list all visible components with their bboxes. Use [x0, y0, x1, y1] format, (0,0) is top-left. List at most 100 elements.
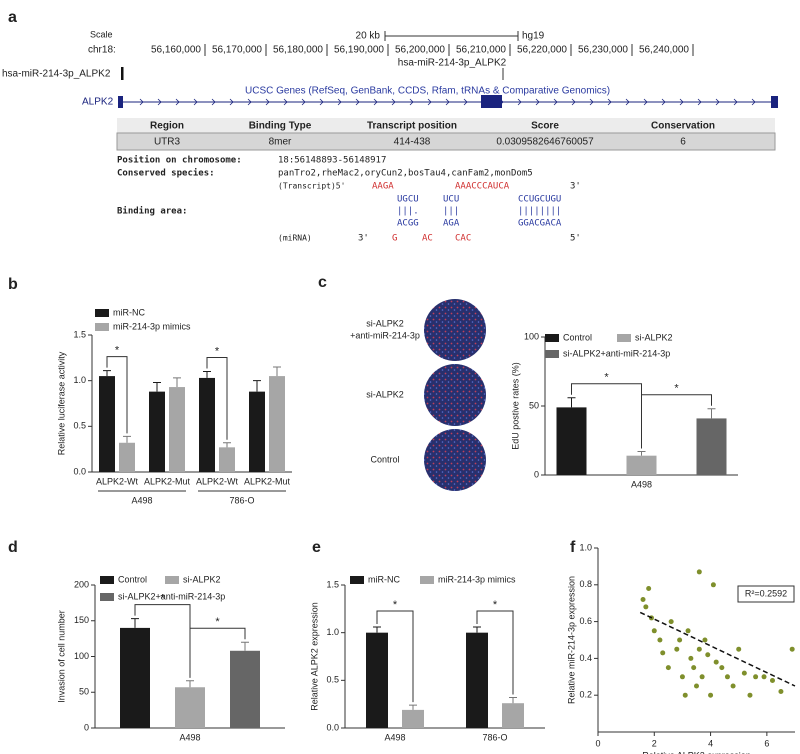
legend-swatch: [165, 576, 179, 584]
error-bar: [173, 377, 181, 388]
x-tick-label: A498: [179, 732, 200, 742]
strand-arrow: [661, 98, 666, 106]
strand-arrow: [229, 98, 234, 106]
strand-arrow: [319, 98, 324, 106]
detail-label: Position on chromosome:: [117, 155, 242, 166]
point: [651, 628, 657, 634]
bar: [120, 627, 150, 728]
y-tick-label: 0.2: [579, 690, 592, 700]
error-bar: [473, 626, 481, 633]
x-tick-label: A498: [384, 732, 405, 742]
error-bar: [131, 618, 139, 628]
mirna-label: hsa-miR-214-3p_ALPK2: [398, 58, 507, 69]
y-tick-label: 0.5: [73, 421, 86, 431]
legend-label: Control: [563, 332, 592, 342]
strand-arrow: [211, 98, 216, 106]
y-tick-label: 1.5: [326, 579, 339, 589]
mirna-prefix: (miRNA): [278, 234, 312, 243]
panel-label: b: [8, 276, 18, 293]
significance-bracket: [189, 627, 246, 678]
detail-value: panTro2,rheMac2,oryCun2,bosTau4,canFam2,…: [278, 169, 533, 179]
point: [736, 646, 742, 652]
scale-bar-label: 20 kb: [356, 31, 381, 42]
point: [682, 692, 688, 698]
legend-label: miR-NC: [113, 307, 145, 317]
error-bar: [509, 696, 517, 704]
point: [705, 652, 711, 658]
legend-label: miR-NC: [368, 574, 400, 584]
transcript-seq: AAACCCAUCA: [455, 182, 510, 192]
pairing-top: UGCU: [397, 195, 419, 205]
x-tick-label: ALPK2-Wt: [96, 476, 139, 486]
binding-label: Binding area:: [117, 206, 187, 217]
pairing-bottom: AGA: [443, 219, 460, 229]
position-label: 56,160,000: [151, 45, 201, 56]
bar: [466, 632, 488, 728]
y-tick-label: 100: [524, 331, 539, 341]
legend-label: si-ALPK2+anti-miR-214-3p: [563, 348, 670, 358]
table-header: Score: [531, 121, 559, 132]
transcript-prefix: (Transcript)5': [278, 182, 345, 191]
x-tick-label: 786-O: [482, 732, 507, 742]
point: [730, 683, 736, 689]
significance-label: *: [393, 599, 398, 611]
point: [710, 582, 716, 588]
point: [696, 646, 702, 652]
mirna-end: 3': [358, 234, 369, 244]
point: [668, 619, 674, 625]
strand-arrow: [427, 98, 432, 106]
point: [660, 650, 666, 656]
y-tick-label: 1.0: [579, 542, 592, 552]
error-bar: [707, 408, 716, 419]
y-axis-label: Relative ALPK2 expression: [309, 602, 319, 711]
legend-label: si-ALPK2+anti-miR-214-3p: [118, 591, 225, 601]
pairing-bonds: |||.: [397, 207, 419, 217]
strand-arrow: [301, 98, 306, 106]
error-bar: [123, 435, 131, 443]
legend-swatch: [95, 309, 109, 317]
position-label: 56,190,000: [334, 45, 384, 56]
point: [665, 665, 671, 671]
gene-end: [771, 96, 778, 108]
strand-arrow: [265, 98, 270, 106]
group-label: A498: [131, 495, 152, 505]
position-label: 56,210,000: [456, 45, 506, 56]
point: [657, 637, 663, 643]
legend-swatch: [100, 576, 114, 584]
significance-label: *: [604, 372, 609, 384]
point: [708, 692, 714, 698]
legend-label: si-ALPK2: [183, 574, 221, 584]
table-header: Region: [150, 121, 184, 132]
table-cell: UTR3: [154, 137, 181, 148]
detail-value: 18:56148893-56148917: [278, 156, 386, 166]
y-tick-label: 1.0: [73, 375, 86, 385]
strand-arrow: [409, 98, 414, 106]
error-bar: [203, 371, 211, 378]
significance-bracket: [106, 356, 128, 434]
mirna-suffix: 5': [570, 234, 581, 244]
y-axis-label: Invasion of cell number: [56, 610, 66, 703]
track-title: UCSC Genes (RefSeq, GenBank, CCDS, Rfam,…: [245, 86, 610, 97]
y-tick-label: 200: [74, 579, 89, 589]
bar: [502, 703, 524, 728]
significance-bracket: [376, 610, 414, 703]
point: [778, 689, 784, 695]
bar: [175, 687, 205, 728]
y-tick-label: 1.0: [326, 627, 339, 637]
pairing-bottom: ACGG: [397, 219, 419, 229]
y-tick-label: 100: [74, 651, 89, 661]
point: [719, 665, 725, 671]
y-tick-label: 0.0: [73, 466, 86, 476]
panel-label: e: [312, 539, 321, 556]
trend-line: [639, 611, 796, 687]
point: [646, 585, 652, 591]
strand-arrow: [625, 98, 630, 106]
table-header: Transcript position: [367, 121, 457, 132]
point: [724, 674, 730, 680]
significance-label: *: [115, 345, 120, 357]
track-label: hsa-miR-214-3p_ALPK2: [2, 69, 111, 80]
strand-arrow: [139, 98, 144, 106]
strand-arrow: [193, 98, 198, 106]
panel-label: c: [318, 274, 327, 291]
y-axis-label: EdU postive rates (%): [510, 362, 520, 450]
